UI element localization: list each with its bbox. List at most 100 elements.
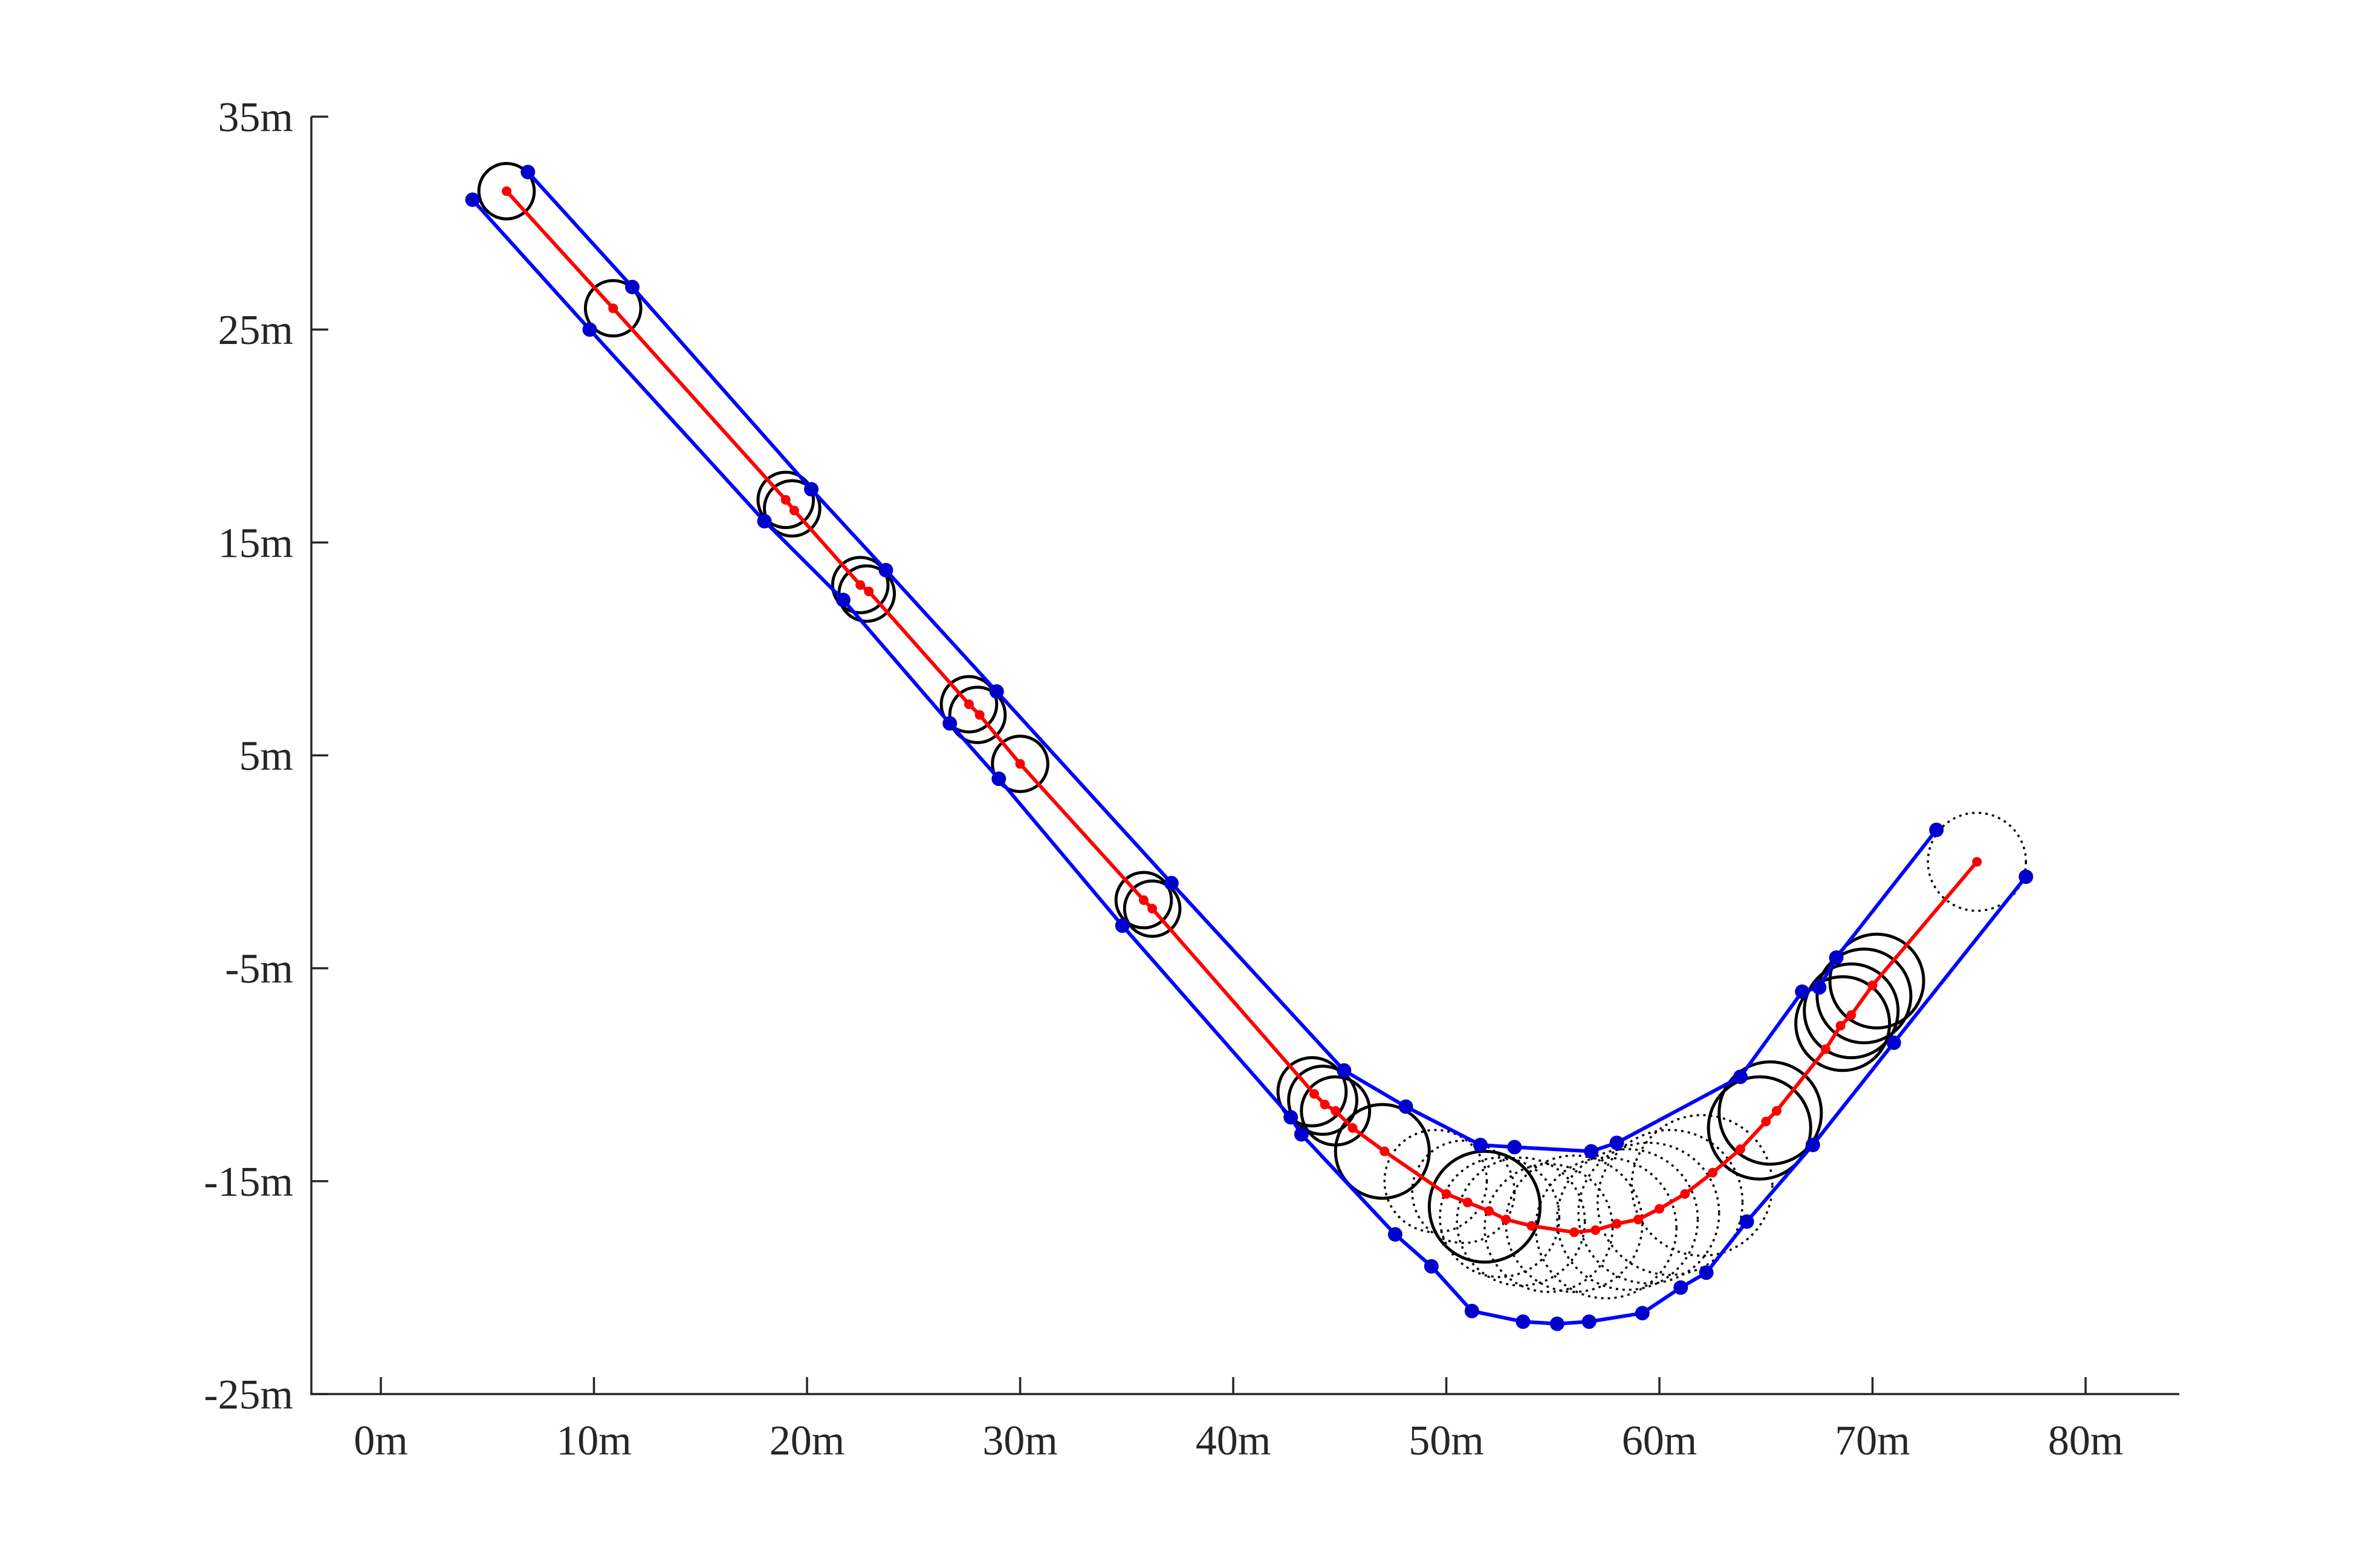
right-boundary-point [582,322,597,337]
radius-circle [1803,962,1900,1060]
right-boundary-point [835,592,851,608]
center-path-point [1590,1225,1601,1235]
left-boundary-point [989,684,1004,699]
path-layer [501,186,1982,1237]
left-boundary-point [1609,1135,1624,1150]
x-tick-label: 40m [1196,1418,1271,1464]
x-tick-label: 30m [982,1418,1057,1464]
center-path-point [1846,1010,1856,1020]
center-path-point [1462,1198,1473,1208]
y-ticks: 35m 25m 15m 5m -5m -15m -25m [204,94,328,1418]
radius-circle [763,479,822,538]
right-boundary-point [1424,1259,1439,1274]
left-boundary-point [1337,1063,1352,1078]
radius-circle [583,279,643,338]
radius-circle [1815,947,1913,1045]
left-boundary-point [1829,950,1844,965]
radius-circle [1577,1141,1720,1285]
right-boundary-point [1886,1035,1901,1050]
left-boundary-point [1507,1140,1522,1155]
center-path-point [1147,904,1158,914]
right-boundary-point [1739,1214,1754,1229]
y-tick-label: 25m [218,307,293,354]
center-path-point [1484,1206,1494,1216]
center-path-point [1820,1044,1830,1054]
left-boundary-line [527,170,1938,1153]
x-tick-label: 20m [770,1418,845,1464]
right-boundary-point [1549,1316,1565,1331]
right-boundary-point [1115,918,1130,933]
right-boundary-point [991,771,1007,786]
radius-circle [1597,1129,1744,1276]
y-tick-label: -5m [225,946,293,993]
center-path-point [1320,1100,1330,1110]
y-tick-label: 15m [218,520,293,566]
y-tick-label: -25m [204,1372,293,1418]
radius-circle [939,675,999,734]
radius-circle [831,556,890,615]
center-path-point [1708,1167,1718,1178]
left-boundary-point [1929,822,1944,837]
right-boundary-point [1699,1265,1714,1280]
center-path-point [1569,1227,1579,1237]
left-boundary-point [1733,1069,1748,1085]
right-boundary-point [1283,1110,1299,1125]
center-path-point [864,586,874,597]
radius-circle [1794,975,1892,1072]
radius-circle [1707,1075,1812,1181]
x-tick-label: 0m [354,1418,407,1464]
left-boundary-point [878,563,893,578]
center-path-point [855,580,866,590]
right-boundary-point [1581,1314,1597,1329]
center-path-point [1735,1144,1745,1155]
right-boundary-line [471,198,2028,1326]
radius-circle [477,161,536,221]
radius-circle [756,470,815,530]
radius-circle [991,735,1049,793]
center-path-point [1680,1189,1690,1199]
radius-circle [1287,1065,1358,1136]
y-tick-label: -15m [204,1159,293,1205]
center-path-point [1441,1189,1451,1199]
radius-circle [1927,811,2028,912]
boundary-layer [465,164,2034,1331]
center-path-point [1501,1215,1511,1225]
center-path-point [1138,895,1149,905]
center-path-point [501,186,511,196]
center-path-point [1655,1204,1664,1214]
center-path-point [1633,1215,1643,1225]
left-boundary-point [1584,1144,1599,1159]
center-path-point [964,699,974,709]
center-path-point [1835,1020,1846,1031]
axes-box-lines [310,117,2179,1395]
center-path-point [1526,1221,1537,1231]
right-boundary-point [1464,1303,1479,1318]
center-path-point [1972,857,1982,867]
radius-circle [1276,1056,1348,1127]
y-tick-label: 5m [239,733,293,780]
left-boundary-point [1473,1137,1488,1152]
radius-circle [1456,1156,1586,1287]
radius-circle [1427,1149,1542,1264]
x-tick-label: 70m [1835,1418,1910,1464]
center-path-point [1612,1219,1622,1229]
right-boundary-point [1673,1280,1688,1295]
right-boundary-point [1805,1137,1820,1152]
x-tick-label: 80m [2048,1418,2123,1464]
center-path-point [1015,759,1025,769]
right-boundary-point [1294,1127,1309,1142]
left-boundary-point [1398,1099,1413,1114]
right-boundary-point [1387,1227,1402,1242]
radius-circle [1114,871,1173,930]
y-tick-label: 35m [218,94,293,141]
center-path-point [1771,1106,1782,1116]
radius-circle [1630,1114,1774,1257]
left-boundary-point [1795,984,1810,999]
right-boundary-point [942,716,958,731]
axes [310,117,2179,1395]
right-boundary-point [465,192,480,207]
center-path-point [1761,1117,1771,1127]
x-tick-label: 60m [1622,1418,1697,1464]
radius-circle [948,686,1007,744]
